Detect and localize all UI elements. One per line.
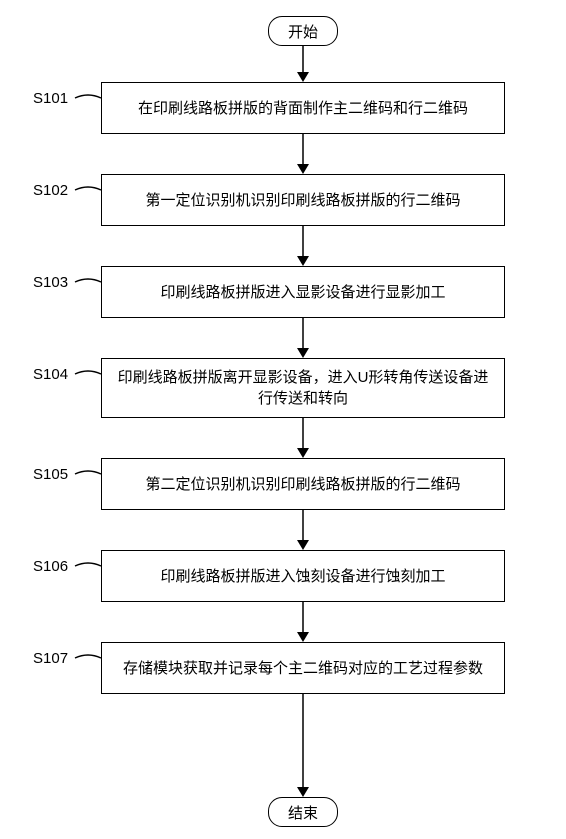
flowchart-canvas: 开始结束在印刷线路板拼版的背面制作主二维码和行二维码第一定位识别机识别印刷线路板… [0, 0, 566, 839]
flow-arrows [0, 0, 566, 839]
